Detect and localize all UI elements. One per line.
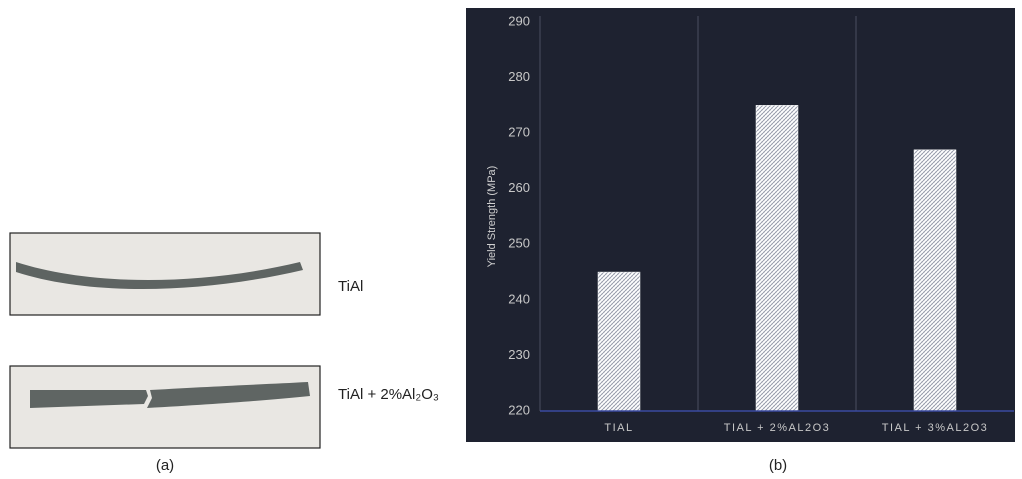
y-tick-label: 250 <box>508 236 530 251</box>
photo-tial-al2o3 <box>10 366 320 448</box>
y-tick-label: 270 <box>508 125 530 140</box>
y-axis-label: Yield Strength (MPa) <box>486 166 498 268</box>
bar <box>756 105 798 411</box>
x-tick-label: TIAL + 2%AL2O3 <box>724 422 831 434</box>
y-tick-label: 290 <box>508 13 530 28</box>
photo-label: TiAl + 2%Al₂O₃ <box>338 386 439 403</box>
bar <box>914 150 956 411</box>
y-tick-label: 280 <box>508 69 530 84</box>
figure-svg: TiAl TiAl + 2%Al₂O₃ (a) (b) Yield Streng… <box>0 0 1022 479</box>
y-tick-label: 260 <box>508 180 530 195</box>
caption: (b) <box>769 457 787 474</box>
y-tick-label: 230 <box>508 347 530 362</box>
y-tick-label: 220 <box>508 402 530 417</box>
photo-label: TiAl <box>338 278 363 295</box>
photo-tial <box>10 233 320 315</box>
bar <box>598 272 640 411</box>
chart: Yield Strength (MPa) 220 230 240 250 260 270 28… <box>466 8 1015 442</box>
caption: (a) <box>156 457 174 474</box>
figure: TiAl TiAl + 2%Al₂O₃ (a) (b) Yield Streng… <box>0 0 1022 479</box>
x-tick-label: TIAL + 3%AL2O3 <box>882 422 989 434</box>
y-tick-label: 240 <box>508 291 530 306</box>
x-tick-label: TIAL <box>604 422 633 434</box>
